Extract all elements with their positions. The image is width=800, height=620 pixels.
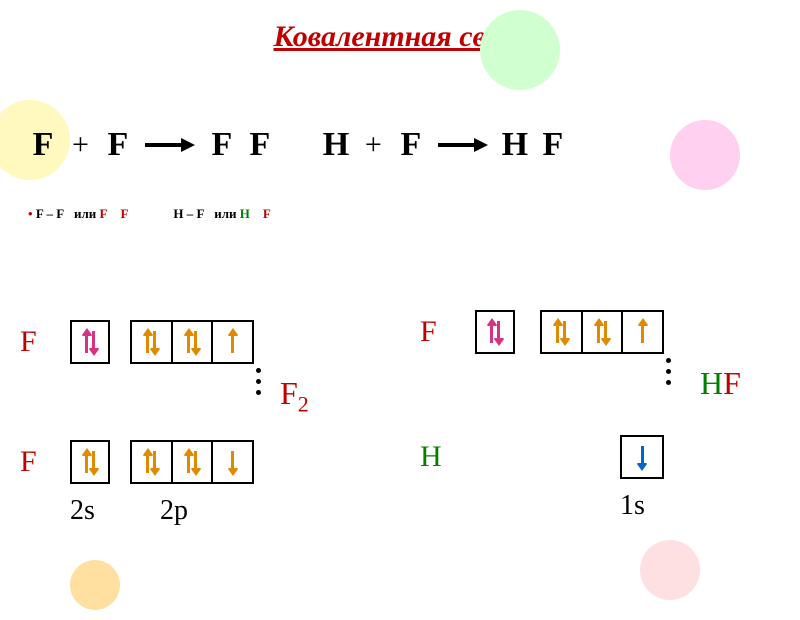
plus-sign: +: [365, 128, 382, 162]
label-hf: HF: [700, 365, 741, 402]
formula-line: • F – F или F F H – F или H F: [28, 206, 271, 222]
plus-sign: +: [72, 128, 89, 162]
arrow-icon: [438, 138, 488, 152]
ftxt: F – F: [36, 206, 64, 221]
label-f: F: [20, 325, 37, 359]
orbital-2s: [475, 310, 515, 354]
ftxt: H: [240, 206, 250, 221]
ftxt: F: [100, 206, 108, 221]
orbital-hf: F HF H 1s: [420, 310, 790, 580]
orbital-2p: [130, 320, 254, 364]
arrow-icon: [145, 138, 195, 152]
bullet: •: [28, 206, 33, 221]
label-1s: 1s: [620, 490, 645, 522]
orbital-2p: [130, 440, 254, 484]
ftxt: F: [120, 206, 127, 221]
bg-bubble: [480, 10, 560, 90]
orbital-2s: [70, 320, 110, 364]
lewis-row: F + F F F H + F H F: [20, 115, 780, 175]
orbital-1s: [620, 435, 664, 479]
ftxt: или: [74, 206, 96, 221]
ftxt: F: [263, 206, 271, 221]
atom-f: F: [26, 126, 60, 164]
orbital-f2: F F2 F 2s 2p: [20, 320, 390, 590]
label-f2: F2: [280, 375, 309, 417]
atom-h: H: [319, 126, 353, 164]
label-h: H: [420, 440, 442, 474]
atom-f: F: [243, 126, 277, 164]
atom-f: F: [101, 126, 135, 164]
atom-f: F: [394, 126, 428, 164]
atom-h: H: [498, 126, 532, 164]
label-f: F: [420, 315, 437, 349]
page-title: Ковалентная связь: [0, 20, 800, 54]
label-f: F: [20, 445, 37, 479]
ftxt: или: [214, 206, 236, 221]
ftxt: H – F: [173, 206, 204, 221]
atom-f: F: [536, 126, 570, 164]
label-2s: 2s: [70, 495, 95, 527]
orbital-2p: [540, 310, 664, 354]
atom-f: F: [205, 126, 239, 164]
orbital-2s: [70, 440, 110, 484]
pair-dots: [256, 362, 264, 412]
pair-dots: [666, 352, 674, 402]
label-2p: 2p: [160, 495, 188, 527]
